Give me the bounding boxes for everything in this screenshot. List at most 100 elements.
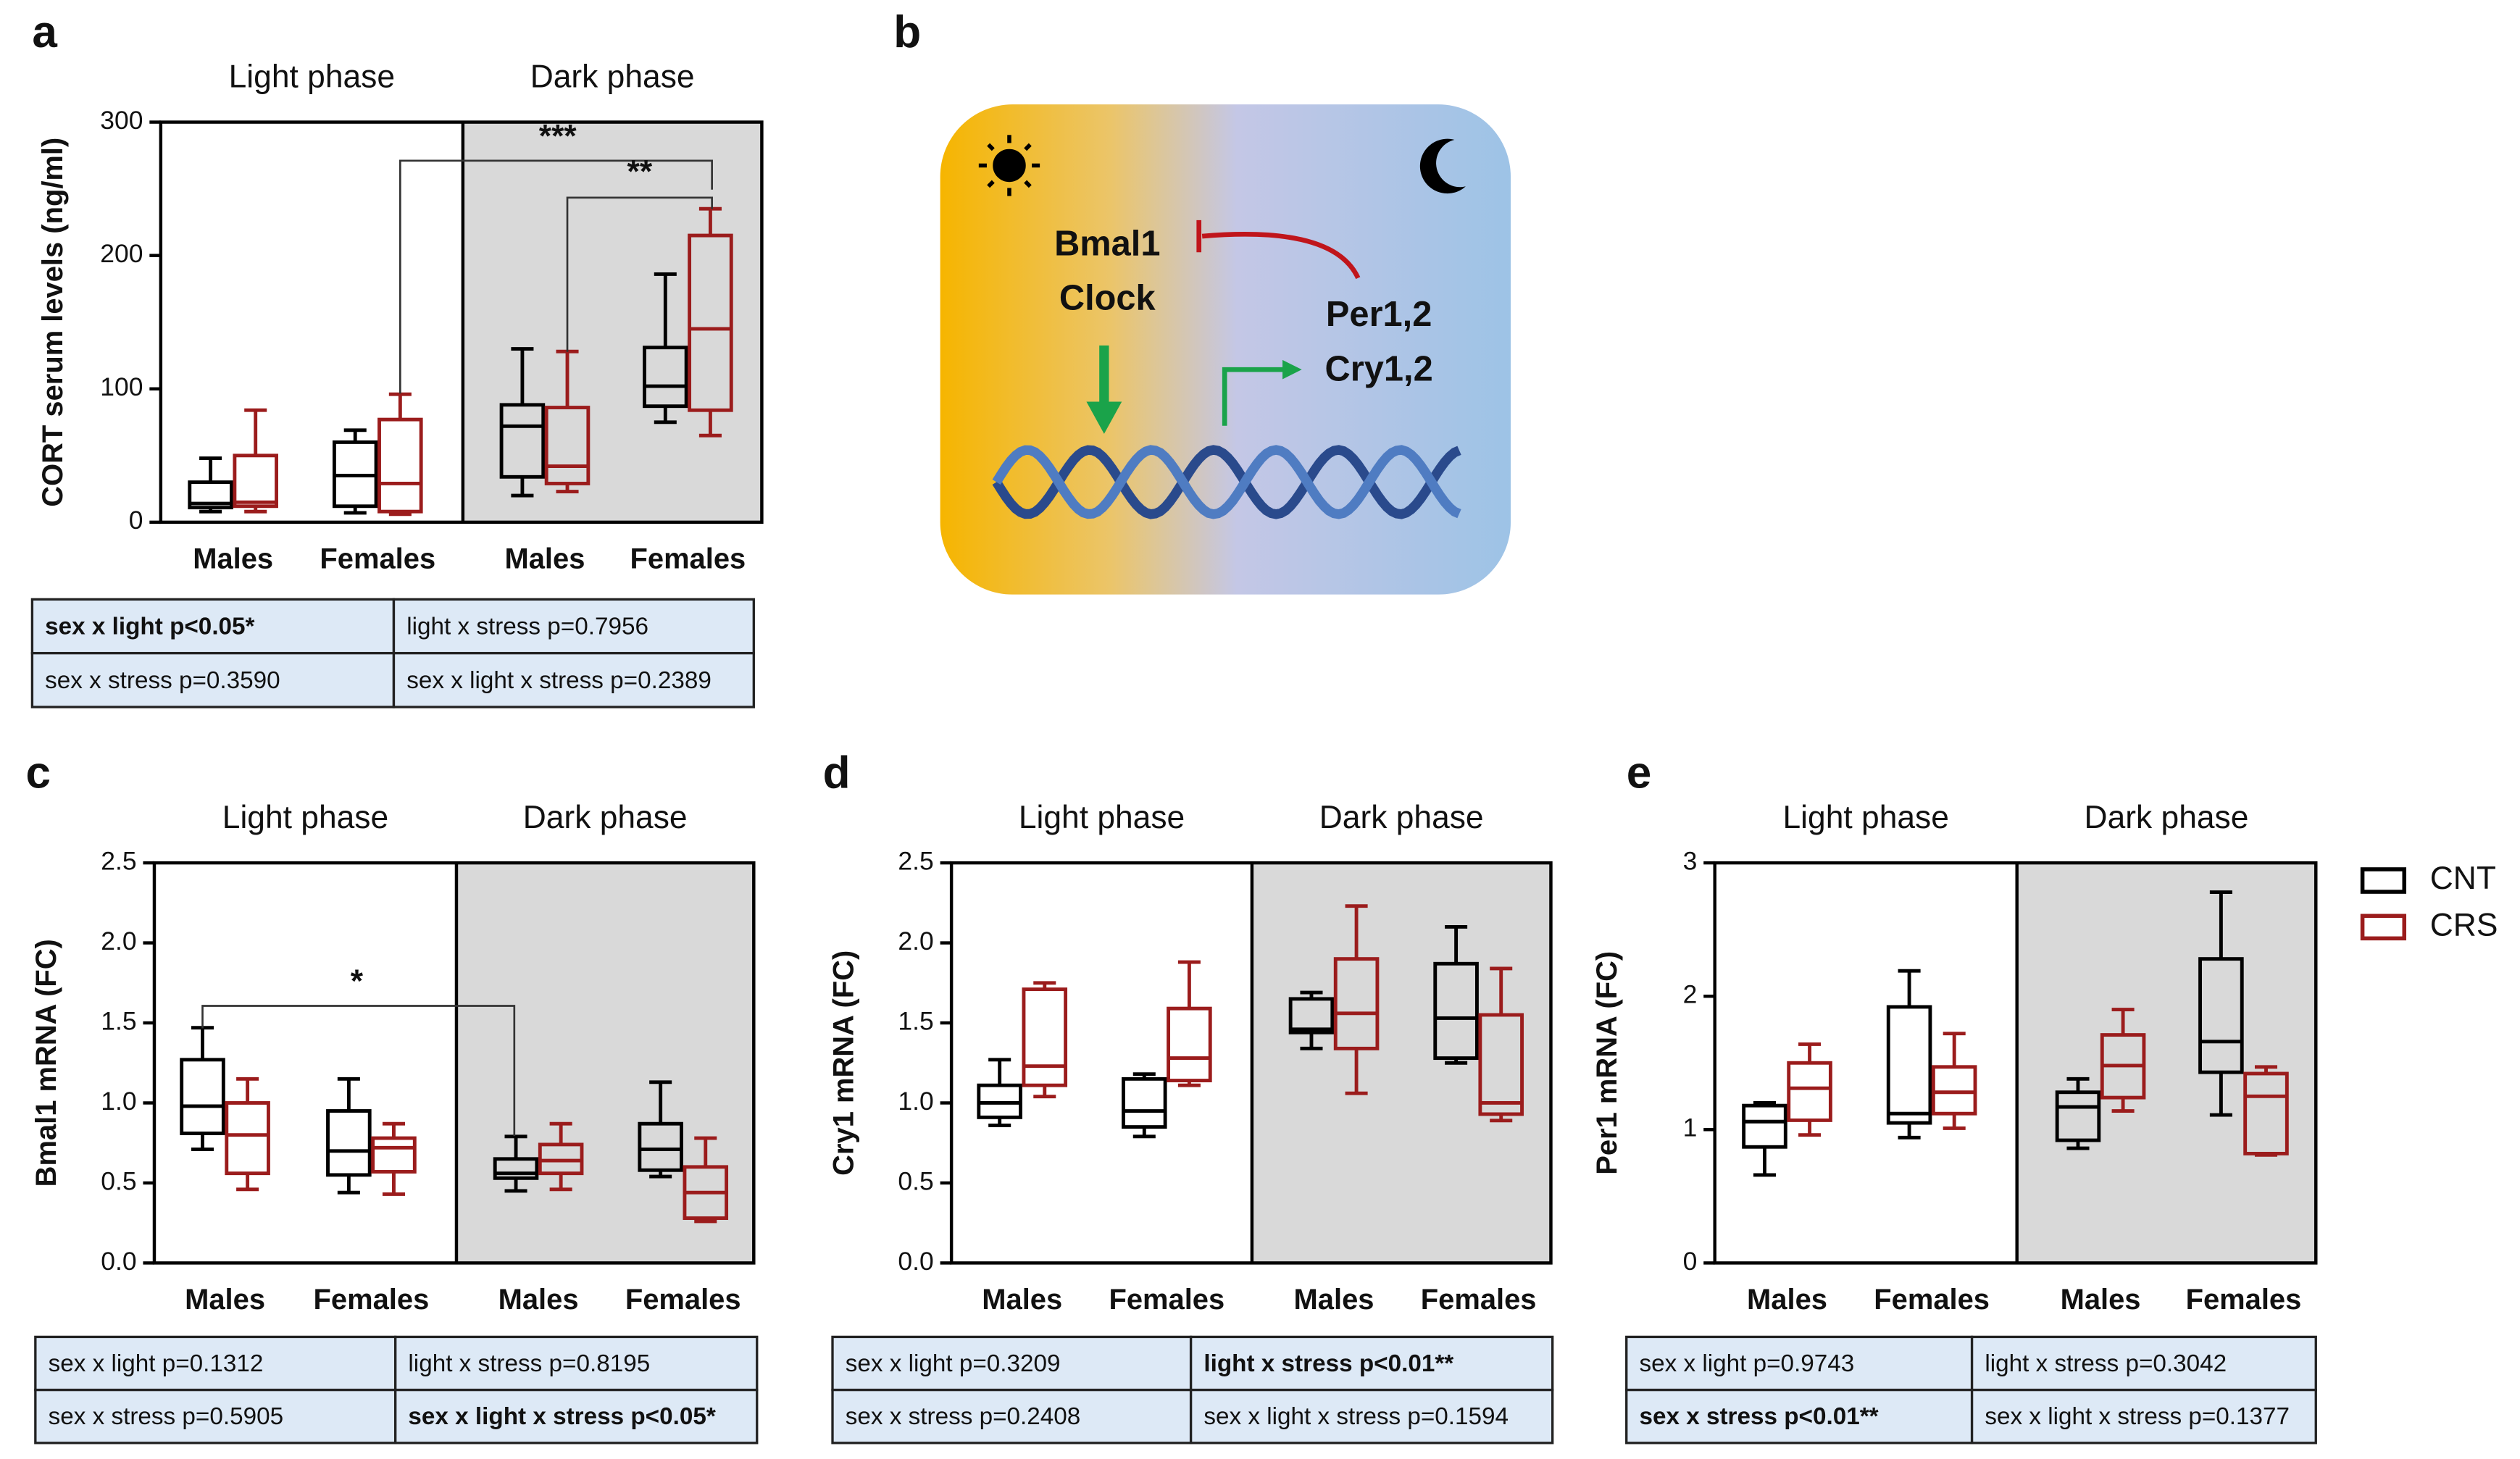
dna-strand — [992, 445, 1461, 519]
x-tick-label: Females — [320, 543, 435, 575]
y-tick-label: 1 — [1683, 1113, 1698, 1142]
x-tick-label: Males — [193, 543, 273, 575]
phase-label: Dark phase — [2085, 800, 2249, 835]
y-tick-label: 0.5 — [101, 1166, 136, 1195]
x-tick-label: Females — [625, 1284, 741, 1316]
x-tick-label: Females — [630, 543, 746, 575]
box — [1886, 1005, 1932, 1125]
gene-label: Clock — [1059, 279, 1156, 318]
significance-label: *** — [539, 118, 577, 154]
box — [544, 406, 591, 485]
y-tick-label: 300 — [100, 106, 143, 135]
dark-phase-shade — [1251, 863, 1551, 1263]
panel-letter: e — [1627, 748, 1652, 798]
box — [2198, 957, 2244, 1074]
box — [1931, 1065, 1977, 1116]
stats-text: sex x light x stress p=0.2389 — [406, 667, 712, 694]
sun-icon — [978, 135, 1040, 196]
box — [1478, 1013, 1524, 1116]
x-tick-label: Males — [1747, 1284, 1827, 1316]
stats-text: sex x light p=0.1312 — [49, 1350, 264, 1377]
legend-swatch — [2360, 914, 2407, 941]
stats-cell — [34, 1388, 397, 1445]
stats-cell — [30, 598, 396, 655]
x-tick-label: Males — [498, 1284, 579, 1316]
y-tick-label: 0 — [1683, 1247, 1698, 1276]
gene-label: Bmal1 — [1054, 224, 1160, 263]
stats-cell — [392, 598, 755, 655]
box — [643, 346, 688, 409]
stats-text: sex x stress p=0.2408 — [846, 1403, 1081, 1430]
stats-text: sex x stress p=0.3590 — [45, 667, 280, 694]
significance-bracket — [201, 1005, 516, 1137]
phase-label: Light phase — [1019, 800, 1185, 835]
stats-text: light x stress p=0.3042 — [1985, 1350, 2227, 1377]
dark-phase-shade — [2016, 863, 2316, 1263]
x-tick-label: Males — [2061, 1284, 2141, 1316]
y-tick-label: 2.0 — [898, 927, 933, 956]
box — [2055, 1090, 2101, 1142]
y-axis-label: CORT serum levels (ng/ml) — [37, 138, 69, 507]
activation-arrow-head — [1086, 401, 1122, 434]
dark-phase-shade — [456, 863, 754, 1263]
box — [326, 1109, 372, 1177]
significance-label: * — [351, 963, 364, 999]
chart-panel: e Light phase Dark phase Per1 mRNA (FC) 0 1 2 3… — [1591, 748, 2498, 1445]
diagram-panel: b Bmal1 Clock Per1,2 Cry1,2 — [893, 7, 1511, 595]
box — [1742, 1103, 1787, 1149]
box — [180, 1058, 225, 1135]
dna-helix — [992, 445, 1461, 519]
box — [1022, 987, 1068, 1087]
stats-text: sex x light x stress p<0.05* — [408, 1403, 715, 1430]
y-tick-label: 1.5 — [898, 1006, 933, 1035]
y-axis-label: Per1 mRNA (FC) — [1591, 951, 1623, 1175]
stats-text: sex x light x stress p=0.1377 — [1985, 1403, 2290, 1430]
stats-text: light x stress p<0.01** — [1203, 1350, 1453, 1377]
box — [2243, 1071, 2289, 1155]
y-tick-label: 3 — [1683, 846, 1698, 875]
y-tick-label: 1.0 — [101, 1087, 136, 1116]
legend-swatch — [2360, 867, 2407, 894]
significance-bracket — [399, 159, 713, 394]
stats-text: sex x light p=0.9743 — [1639, 1350, 1854, 1377]
stats-text: light x stress p=0.7956 — [406, 613, 648, 640]
stats-cell — [30, 651, 396, 708]
x-tick-label: Females — [1109, 1284, 1224, 1316]
stats-text: sex x light p<0.05* — [45, 613, 254, 640]
stats-cell — [1189, 1388, 1554, 1445]
y-tick-label: 2.5 — [898, 846, 933, 875]
panel-letter: b — [893, 7, 921, 57]
y-tick-label: 200 — [100, 239, 143, 268]
box — [1787, 1061, 1832, 1122]
box — [1433, 961, 1479, 1061]
stats-cell — [394, 1388, 759, 1445]
y-tick-label: 2.0 — [101, 927, 136, 956]
y-tick-label: 0 — [129, 506, 143, 535]
stats-cell — [392, 651, 755, 708]
box — [688, 233, 733, 412]
x-tick-label: Females — [2186, 1284, 2302, 1316]
x-tick-label: Females — [1874, 1284, 1990, 1316]
stats-cell — [1625, 1335, 1974, 1392]
box — [493, 1157, 539, 1180]
phase-label: Dark phase — [1319, 800, 1484, 835]
phase-label: Light phase — [1783, 800, 1949, 835]
box — [377, 417, 423, 514]
y-tick-label: 1.0 — [898, 1087, 933, 1116]
x-tick-label: Males — [982, 1284, 1062, 1316]
stats-text: sex x stress p<0.01** — [1639, 1403, 1878, 1430]
stats-cell — [831, 1335, 1193, 1392]
moon-icon — [1419, 138, 1466, 194]
y-tick-label: 0.0 — [101, 1247, 136, 1276]
stats-cell — [1970, 1388, 2317, 1445]
x-tick-label: Males — [185, 1284, 265, 1316]
phase-label: Light phase — [222, 800, 388, 835]
stats-cell — [1189, 1335, 1554, 1392]
box — [1288, 997, 1335, 1034]
transcription-arrow — [1222, 367, 1286, 426]
significance-label: ** — [627, 154, 653, 189]
y-tick-label: 100 — [100, 372, 143, 401]
box — [1167, 1006, 1212, 1082]
stats-text: light x stress p=0.8195 — [408, 1350, 650, 1377]
